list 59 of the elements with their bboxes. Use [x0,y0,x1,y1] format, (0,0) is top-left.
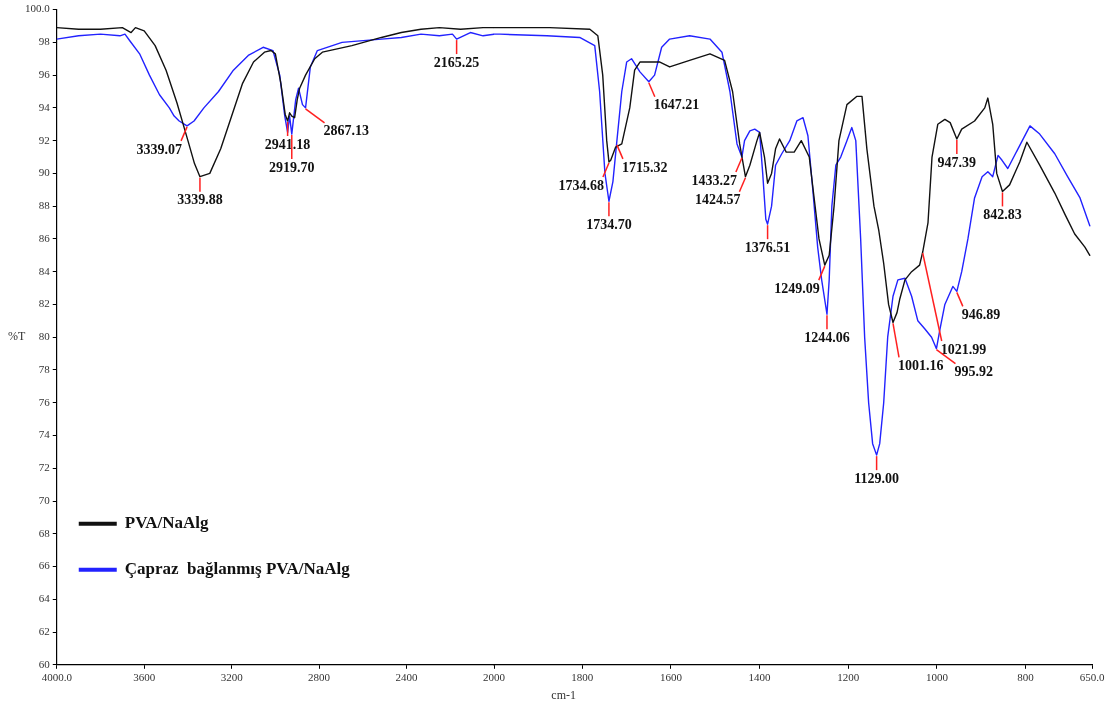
y-tick-label: 60 [38,657,51,670]
x-tick-label: 2800 [308,671,331,684]
y-tick-label: 68 [38,526,51,539]
x-axis-title: cm-1 [551,688,577,703]
annotation: 3339.88 [177,192,223,208]
y-tick-label: 92 [38,133,50,146]
annotation: 946.89 [962,306,1001,322]
legend-label: Çapraz bağlanmış PVA/NaAlg [124,559,351,579]
x-tick-label: 650.0 [1079,671,1106,684]
annotation: 842.83 [983,207,1023,223]
annotation: 1424.57 [695,192,741,208]
x-tick-label: 2000 [483,671,506,684]
x-tick-label: 1000 [926,671,949,684]
y-tick-label: 62 [38,624,50,637]
legend-label: PVA/NaAlg [124,513,209,533]
x-tick-label: 2400 [395,671,419,684]
annotation: 1129.00 [854,470,900,486]
x-tick-label: 1800 [571,671,595,684]
annotation: 2867.13 [323,123,370,139]
x-tick-label: 1200 [837,671,861,684]
y-tick-label: 94 [38,100,51,113]
annotation: 1734.70 [586,216,632,232]
annotation: 995.92 [954,364,994,380]
y-tick-label: 64 [38,592,51,605]
y-tick-label: 96 [38,68,51,81]
y-tick-label: 82 [38,297,50,310]
annotation: 2165.25 [433,54,480,70]
y-tick-label: 86 [38,231,51,244]
annotation: 1249.09 [774,280,821,296]
x-tick-label: 3200 [220,671,244,684]
annotation: 1021.99 [941,341,987,357]
y-tick-label: 80 [38,330,51,343]
y-tick-label: 74 [38,428,51,441]
annotation: 1376.51 [745,239,791,255]
y-tick-label: 72 [38,461,50,474]
y-tick-label: 88 [38,199,51,212]
y-tick-label: 76 [38,395,51,408]
annotation: 3339.07 [136,141,183,157]
x-tick-label: 3600 [133,671,156,684]
x-tick-label: 800 [1017,671,1035,684]
y-tick-label: 70 [38,493,51,506]
y-tick-label: 98 [38,35,51,48]
annotation: 1647.21 [654,97,700,113]
y-tick-label: 84 [38,264,51,277]
annotation: 1244.06 [804,329,851,345]
y-tick-label: 100.0 [25,2,51,15]
y-tick-label: 90 [38,166,51,179]
annotation: 1734.68 [558,177,605,193]
y-tick-label: 66 [38,559,51,572]
y-tick-label: 78 [38,362,51,375]
y-axis-title: %T [8,329,26,344]
annotation: 1433.27 [691,172,738,188]
x-tick-label: 4000.0 [41,671,73,684]
annotation: 1715.32 [622,159,668,175]
annotation: 1001.16 [898,358,944,374]
annotation: 947.39 [937,154,977,170]
x-tick-label: 1400 [748,671,772,684]
annotation: 2919.70 [269,159,315,175]
x-tick-label: 1600 [660,671,683,684]
